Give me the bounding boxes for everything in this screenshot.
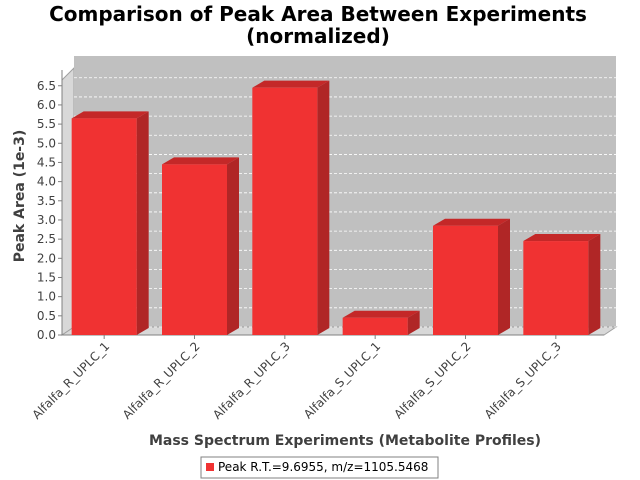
bar [433, 218, 510, 335]
bar-side [588, 234, 601, 335]
bar-side [227, 157, 239, 335]
bar-top [342, 310, 420, 318]
bar-top [162, 157, 239, 165]
y-tick-label: 5.0 [37, 136, 56, 150]
y-tick-label: 5.5 [37, 117, 56, 131]
y-tick-label: 0.0 [37, 328, 56, 342]
bar-front [162, 164, 227, 335]
y-axis-label: Peak Area (1e-3) [12, 130, 28, 263]
chart-title-line2: (normalized) [246, 24, 390, 48]
y-tick-label: 6.5 [37, 79, 56, 93]
bar-side [136, 111, 149, 336]
legend-box [200, 456, 439, 479]
bar-side [317, 80, 330, 335]
bar [342, 310, 420, 335]
legend-entry: Peak R.T.=9.6955, m/z=1105.5468 [218, 460, 428, 474]
bar-side [407, 310, 420, 335]
bar-top [433, 218, 510, 226]
bar-top [252, 80, 330, 88]
legend: Peak R.T.=9.6955, m/z=1105.5468 [200, 456, 439, 479]
bar-front [433, 225, 498, 335]
bar-side [498, 218, 510, 335]
y-tick-label: 4.0 [37, 175, 56, 189]
y-tick-label: 3.5 [37, 194, 56, 208]
x-category-label: Alfalfa_R_UPLC_2 [120, 339, 203, 422]
x-category-label: Alfalfa_S_UPLC_3 [482, 339, 564, 421]
y-tick-label: 2.0 [37, 251, 56, 265]
y-tick-label: 4.5 [37, 155, 56, 169]
bar-front [71, 118, 137, 336]
bar [162, 157, 239, 335]
x-category-label: Alfalfa_R_UPLC_1 [29, 339, 112, 422]
x-category-label: Alfalfa_S_UPLC_1 [301, 339, 383, 421]
bar-top [71, 111, 149, 119]
y-tick-label: 3.0 [37, 213, 56, 227]
chart-title-line1: Comparison of Peak Area Between Experime… [49, 2, 587, 26]
bar-top [523, 234, 601, 242]
x-axis-label: Mass Spectrum Experiments (Metabolite Pr… [149, 433, 541, 449]
x-axis-categories: Alfalfa_R_UPLC_1 Alfalfa_R_UPLC_2 Alfalfa_… [29, 335, 564, 422]
bar-front [252, 87, 318, 335]
y-axis-ticks: 0.0 0.5 1.0 1.5 2.0 2.5 3.0 3.5 4.0 4.5 5.0 5.5 6.0 6… [37, 79, 62, 342]
y-tick-label: 6.0 [37, 98, 56, 112]
x-category-label: Alfalfa_R_UPLC_3 [210, 339, 293, 422]
bar [523, 234, 601, 335]
y-tick-label: 1.5 [37, 270, 56, 284]
bar-front [523, 241, 589, 335]
bars [71, 80, 601, 336]
bar [252, 80, 330, 335]
y-tick-label: 2.5 [37, 232, 56, 246]
bar-front [342, 317, 408, 335]
legend-swatch [206, 463, 214, 471]
y-tick-label: 0.5 [37, 309, 56, 323]
bar [71, 111, 149, 336]
x-category-label: Alfalfa_S_UPLC_2 [391, 339, 473, 421]
y-tick-label: 1.0 [37, 290, 56, 304]
